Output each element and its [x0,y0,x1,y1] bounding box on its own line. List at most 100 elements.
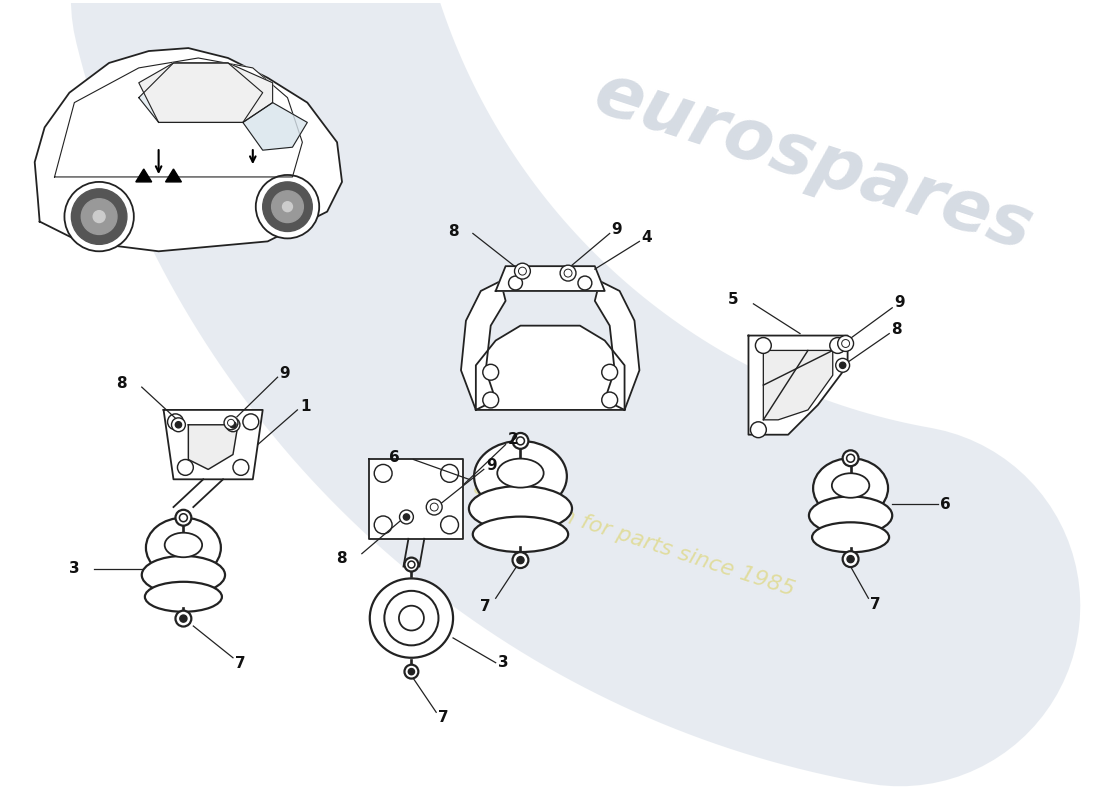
Circle shape [405,558,418,571]
Circle shape [172,418,186,432]
Text: 9: 9 [612,222,623,237]
Polygon shape [164,410,263,479]
Circle shape [602,364,617,380]
Ellipse shape [469,486,572,531]
Text: 4: 4 [641,230,652,245]
Ellipse shape [812,522,889,552]
Text: 3: 3 [497,655,508,670]
Circle shape [518,267,527,275]
Circle shape [843,551,858,567]
Circle shape [578,276,592,290]
Circle shape [404,514,409,520]
Ellipse shape [473,517,568,552]
Circle shape [513,552,528,568]
Text: 8: 8 [449,224,459,239]
Circle shape [430,503,438,511]
Circle shape [175,422,182,428]
Text: 8: 8 [337,551,346,566]
Circle shape [72,189,126,244]
Circle shape [408,561,415,568]
Text: 9: 9 [279,366,290,381]
Ellipse shape [474,441,566,512]
Circle shape [441,465,459,482]
Text: 2: 2 [507,432,518,447]
Circle shape [829,338,846,354]
Ellipse shape [142,556,226,594]
Polygon shape [476,326,625,410]
Polygon shape [35,48,342,251]
Circle shape [602,392,617,408]
Text: 9: 9 [486,458,496,473]
Text: 7: 7 [235,656,245,671]
Polygon shape [496,266,605,291]
Polygon shape [370,459,463,538]
Circle shape [283,202,293,212]
Circle shape [81,198,117,234]
Circle shape [263,182,312,231]
Circle shape [847,454,855,462]
Ellipse shape [165,533,202,558]
Text: 3: 3 [68,561,79,576]
Circle shape [441,516,459,534]
Polygon shape [139,63,263,122]
Circle shape [176,610,191,626]
Text: 8: 8 [117,376,126,390]
Ellipse shape [497,458,543,488]
Circle shape [750,422,767,438]
Circle shape [399,510,414,524]
Circle shape [176,510,191,526]
Circle shape [483,364,498,380]
Text: 7: 7 [870,597,881,612]
Text: 6: 6 [939,497,950,511]
Circle shape [838,335,854,351]
Circle shape [405,665,418,678]
Circle shape [560,265,576,281]
Ellipse shape [832,474,869,498]
Circle shape [839,362,846,369]
Text: 1: 1 [300,399,311,414]
Circle shape [272,191,304,222]
Polygon shape [188,425,238,470]
Ellipse shape [813,458,888,518]
Circle shape [233,459,249,475]
Circle shape [508,276,522,290]
Ellipse shape [384,591,439,646]
Polygon shape [461,281,506,410]
Polygon shape [595,281,639,410]
Circle shape [167,414,184,430]
Circle shape [564,269,572,277]
Polygon shape [55,58,302,177]
Circle shape [177,459,194,475]
Text: eurospares: eurospares [585,58,1041,266]
Circle shape [94,210,106,222]
Circle shape [836,358,849,372]
Polygon shape [243,102,307,150]
Circle shape [374,516,392,534]
Circle shape [408,669,415,674]
Polygon shape [748,335,848,434]
Text: 9: 9 [894,295,905,310]
Circle shape [224,416,238,430]
Polygon shape [763,350,833,420]
Circle shape [179,615,187,622]
Circle shape [756,338,771,354]
Circle shape [847,555,855,562]
Text: 7: 7 [438,710,449,725]
Text: 5: 5 [728,292,738,307]
Circle shape [243,414,258,430]
Circle shape [513,433,528,449]
Circle shape [842,339,849,347]
Circle shape [230,422,236,428]
Circle shape [517,557,524,564]
Circle shape [427,499,442,515]
Text: a passion for parts since 1985: a passion for parts since 1985 [472,478,798,600]
Circle shape [483,392,498,408]
Polygon shape [135,169,152,182]
Text: 8: 8 [891,322,902,337]
Ellipse shape [146,518,221,578]
Ellipse shape [370,578,453,658]
Circle shape [843,450,858,466]
Ellipse shape [399,606,424,630]
Text: 6: 6 [388,450,399,465]
Circle shape [65,182,134,251]
